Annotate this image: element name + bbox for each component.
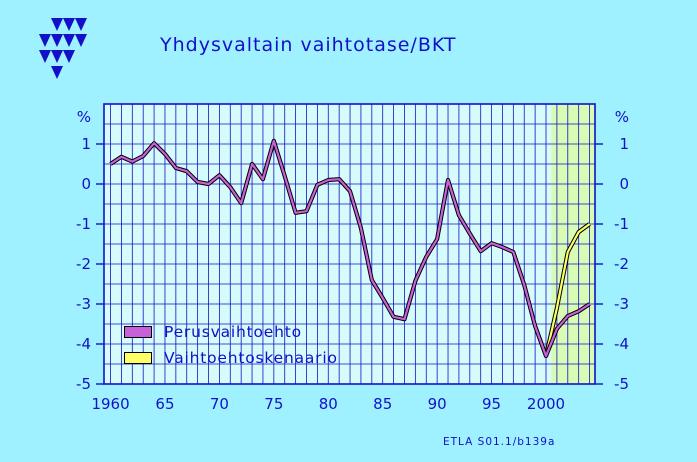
- y-tick-label-right: -4: [614, 335, 629, 353]
- y-tick-label-right: 1: [619, 135, 629, 153]
- y-tick-label-left: -2: [76, 255, 91, 273]
- y-tick-label-left: -3: [76, 295, 91, 313]
- y-tick-label-right: -1: [614, 215, 629, 233]
- logo-triangle: [51, 34, 63, 47]
- legend-swatch-base: [124, 326, 152, 338]
- y-tick-label-right: 0: [619, 175, 629, 193]
- x-tick-label: 70: [210, 395, 229, 413]
- legend-item-base: Perusvaihtoehto: [124, 322, 302, 342]
- y-tick-label-right: -2: [614, 255, 629, 273]
- legend-label-base: Perusvaihtoehto: [164, 323, 302, 341]
- y-tick-label-left: 1: [81, 135, 91, 153]
- legend: Perusvaihtoehto Vaihtoehtoskenaario: [118, 318, 390, 378]
- y-tick-label-right: -3: [614, 295, 629, 313]
- source-note: ETLA S01.1/b139a: [443, 436, 556, 448]
- logo-triangle: [39, 50, 51, 63]
- y-tick-label-left: -5: [76, 375, 91, 393]
- x-tick-label: 95: [482, 395, 501, 413]
- y-axis-unit-right: %: [615, 108, 629, 126]
- plot-area: 1 1 0 0 -1 -1 -2 -2 -3 -3 -4 -4 -5 -5% % 1960 65 70 75 80 85…: [76, 103, 629, 413]
- logo-triangle: [63, 34, 75, 47]
- chart-title: Yhdysvaltain vaihtotase/BKT: [160, 34, 457, 56]
- x-tick-label: 2000: [527, 395, 565, 413]
- x-tick-label: 85: [373, 395, 392, 413]
- y-tick-label-right: -5: [614, 375, 629, 393]
- logo-triangle: [75, 34, 87, 47]
- etla-logo-icon: [39, 18, 87, 79]
- logo-triangle: [51, 18, 63, 31]
- x-tick-label: 75: [264, 395, 283, 413]
- x-tick-label: 80: [319, 395, 338, 413]
- legend-label-scenario: Vaihtoehtoskenaario: [164, 349, 338, 367]
- logo-triangle: [39, 34, 51, 47]
- logo-triangle: [51, 66, 63, 79]
- series-line-scenario: [544, 223, 591, 357]
- logo-triangle: [63, 18, 75, 31]
- y-tick-label-left: -4: [76, 335, 91, 353]
- legend-item-scenario: Vaihtoehtoskenaario: [124, 348, 338, 368]
- plot-frame: [103, 103, 596, 385]
- y-tick-label-left: -1: [76, 215, 91, 233]
- logo-triangle: [63, 50, 75, 63]
- logo-triangle: [51, 50, 63, 63]
- x-tick-label: 65: [155, 395, 174, 413]
- x-tick-label: 90: [428, 395, 447, 413]
- y-axis-unit-left: %: [77, 108, 91, 126]
- y-tick-label-left: 0: [81, 175, 91, 193]
- legend-swatch-scenario: [124, 352, 152, 364]
- logo-triangle: [75, 18, 87, 31]
- series-line-base: [109, 139, 591, 358]
- x-tick-label: 1960: [91, 395, 129, 413]
